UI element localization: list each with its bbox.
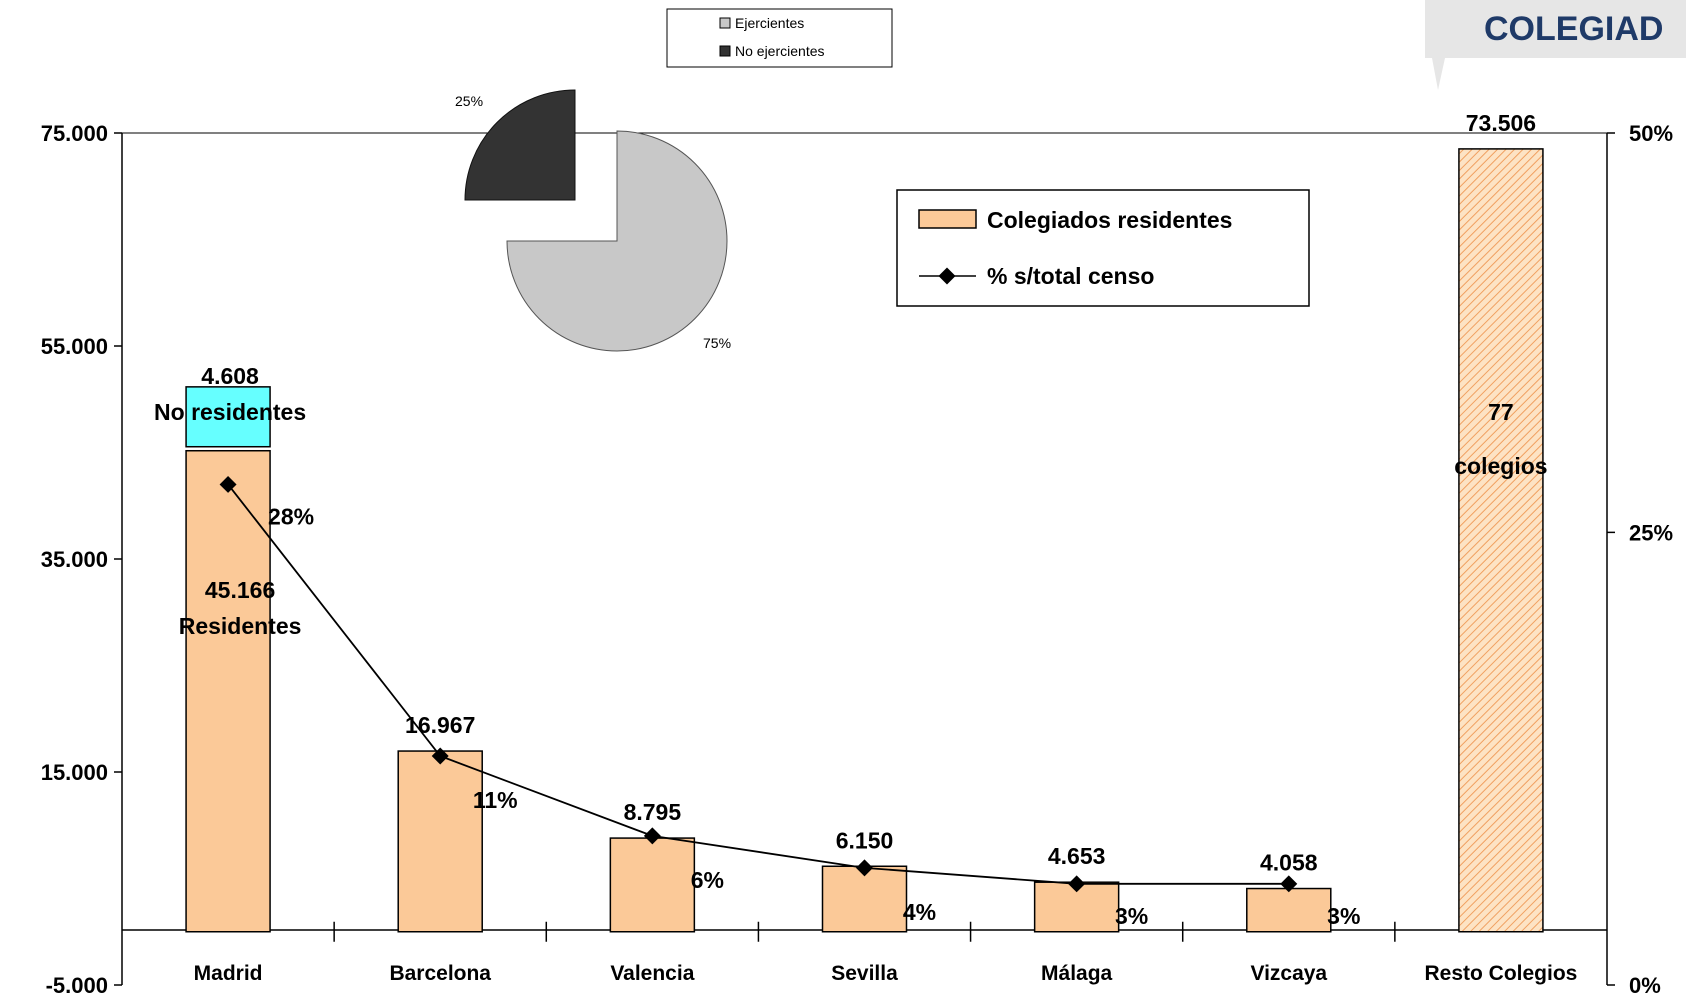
- pct-marker: [219, 475, 237, 493]
- left-tick-label: 75.000: [41, 121, 108, 146]
- left-tick-label: 55.000: [41, 334, 108, 359]
- bar-no-residentes: [185, 386, 271, 448]
- pct-marker: [431, 747, 449, 765]
- category-label: Vizcaya: [1250, 962, 1327, 985]
- category-label: Barcelona: [389, 962, 491, 985]
- category-label: Valencia: [610, 962, 694, 985]
- pct-label: 4%: [903, 899, 936, 925]
- pct-label: 6%: [691, 867, 724, 893]
- pie-legend-ejercientes: Ejercientes: [735, 15, 804, 31]
- pct-label: 11%: [473, 787, 518, 813]
- pct-marker: [856, 859, 873, 877]
- legend-label-pct: % s/total censo: [987, 263, 1154, 289]
- legend-marker-pct: [938, 267, 956, 285]
- legend-swatch-residentes: [918, 209, 977, 229]
- bar-residentes: [1246, 887, 1332, 933]
- inset-pie: 25% 75%: [455, 89, 731, 352]
- left-tick-label: 35.000: [41, 547, 108, 572]
- pie-legend-swatch-no-ejercientes: [719, 45, 731, 57]
- pct-label: 3%: [1115, 903, 1148, 929]
- category-label: Málaga: [1041, 962, 1113, 985]
- pct-line-series: 28% 11% 6% 4% 3% 3%: [219, 475, 1360, 929]
- right-axis-ticks: 50% 25% 0%: [1607, 121, 1673, 995]
- pie-legend-swatch-ejercientes: [719, 17, 731, 29]
- madrid-no-residentes-text: No residentes: [154, 399, 306, 425]
- pct-line: [227, 483, 1289, 885]
- main-legend: Colegiados residentes % s/total censo: [896, 189, 1310, 307]
- pie-slice-no-ejercientes: [464, 89, 576, 201]
- pct-label: 3%: [1327, 903, 1360, 929]
- bar-value-label: 73.506: [1466, 110, 1536, 136]
- bars: [185, 148, 1544, 933]
- bar-value-label: 4.058: [1260, 850, 1318, 876]
- left-tick-label: -5.000: [46, 973, 108, 995]
- category-label: Madrid: [194, 962, 263, 985]
- bar-value-label: 8.795: [624, 799, 682, 825]
- pie-label-no-ejercientes: 25%: [455, 93, 483, 109]
- bar-value-label: 6.150: [836, 827, 894, 853]
- resto-count-value: 77: [1488, 399, 1514, 425]
- category-separators: [333, 921, 1396, 942]
- right-tick-label: 25%: [1629, 520, 1673, 545]
- corner-title: COLEGIAD: [1484, 10, 1663, 48]
- bar-residentes: [185, 449, 271, 933]
- pct-label: 28%: [268, 503, 314, 529]
- madrid-residentes-value: 45.166: [205, 577, 275, 603]
- pct-marker: [643, 827, 661, 845]
- bar-residentes: [821, 865, 908, 933]
- legend-label-residentes: Colegiados residentes: [987, 207, 1232, 233]
- bar-residentes: [609, 837, 696, 933]
- left-tick-label: 15.000: [41, 760, 108, 785]
- bar-value-label: 16.967: [405, 712, 475, 738]
- category-label: Resto Colegios: [1424, 962, 1577, 985]
- pie-legend: Ejercientes No ejercientes: [666, 8, 893, 68]
- resto-count-text: colegios: [1454, 453, 1547, 479]
- bar-value-label: 4.653: [1048, 843, 1106, 869]
- bar-residentes: [1458, 148, 1544, 933]
- pie-legend-no-ejercientes: No ejercientes: [735, 43, 825, 59]
- left-axis-ticks: 75.000 55.000 35.000 15.000 -5.000: [41, 121, 122, 995]
- category-labels: Madrid Barcelona Valencia Sevilla Málaga Vizc…: [194, 962, 1578, 985]
- pie-slice-ejercientes: [506, 130, 728, 352]
- right-tick-label: 50%: [1629, 121, 1673, 146]
- category-label: Sevilla: [831, 962, 898, 985]
- pct-marker: [1068, 875, 1086, 893]
- madrid-no-residentes-value: 4.608: [201, 363, 259, 389]
- data-labels: 16.967 8.795 6.150 4.653 4.058 73.506 45.166 Re…: [154, 110, 1548, 876]
- right-tick-label: 0%: [1629, 973, 1661, 995]
- pct-marker: [1280, 875, 1298, 893]
- bar-residentes: [397, 750, 483, 933]
- madrid-residentes-text: Residentes: [179, 613, 302, 639]
- corner-banner: COLEGIAD: [1425, 0, 1686, 90]
- pie-label-ejercientes: 75%: [703, 335, 731, 351]
